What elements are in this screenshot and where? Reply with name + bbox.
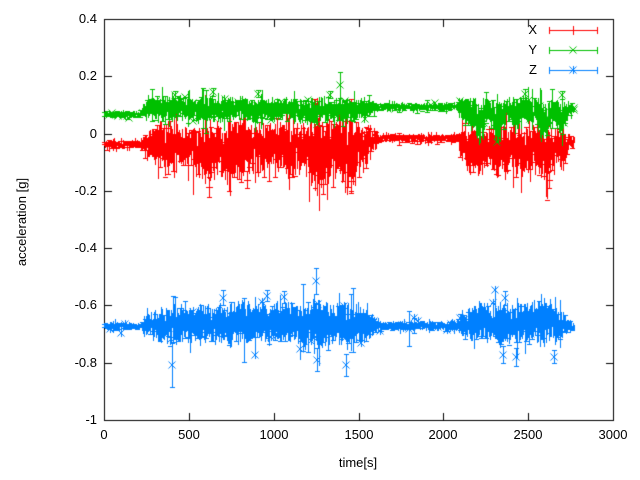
legend-label-y: Y bbox=[528, 42, 537, 57]
x-tick-label: 1500 bbox=[344, 427, 374, 442]
y-axis-title: acceleration [g] bbox=[14, 177, 29, 267]
y-tick-label: -0.6 bbox=[74, 297, 97, 312]
x-axis-title: time[s] bbox=[338, 455, 378, 470]
y-tick-label: 0 bbox=[89, 126, 97, 141]
y-tick-label: -1 bbox=[85, 412, 97, 427]
x-tick-label: 3000 bbox=[598, 427, 628, 442]
y-tick-label: -0.2 bbox=[74, 183, 97, 198]
legend-label-z: Z bbox=[529, 62, 537, 77]
legend-label-x: X bbox=[528, 22, 537, 37]
y-tick-label: -0.8 bbox=[74, 355, 97, 370]
x-tick-label: 2000 bbox=[428, 427, 458, 442]
x-tick-label: 1000 bbox=[259, 427, 289, 442]
y-tick-label: 0.4 bbox=[78, 11, 97, 26]
y-tick-label: 0.2 bbox=[78, 68, 97, 83]
y-tick-label: -0.4 bbox=[74, 240, 97, 255]
x-tick-label: 500 bbox=[178, 427, 200, 442]
x-tick-label: 2500 bbox=[513, 427, 543, 442]
x-tick-label: 0 bbox=[100, 427, 108, 442]
